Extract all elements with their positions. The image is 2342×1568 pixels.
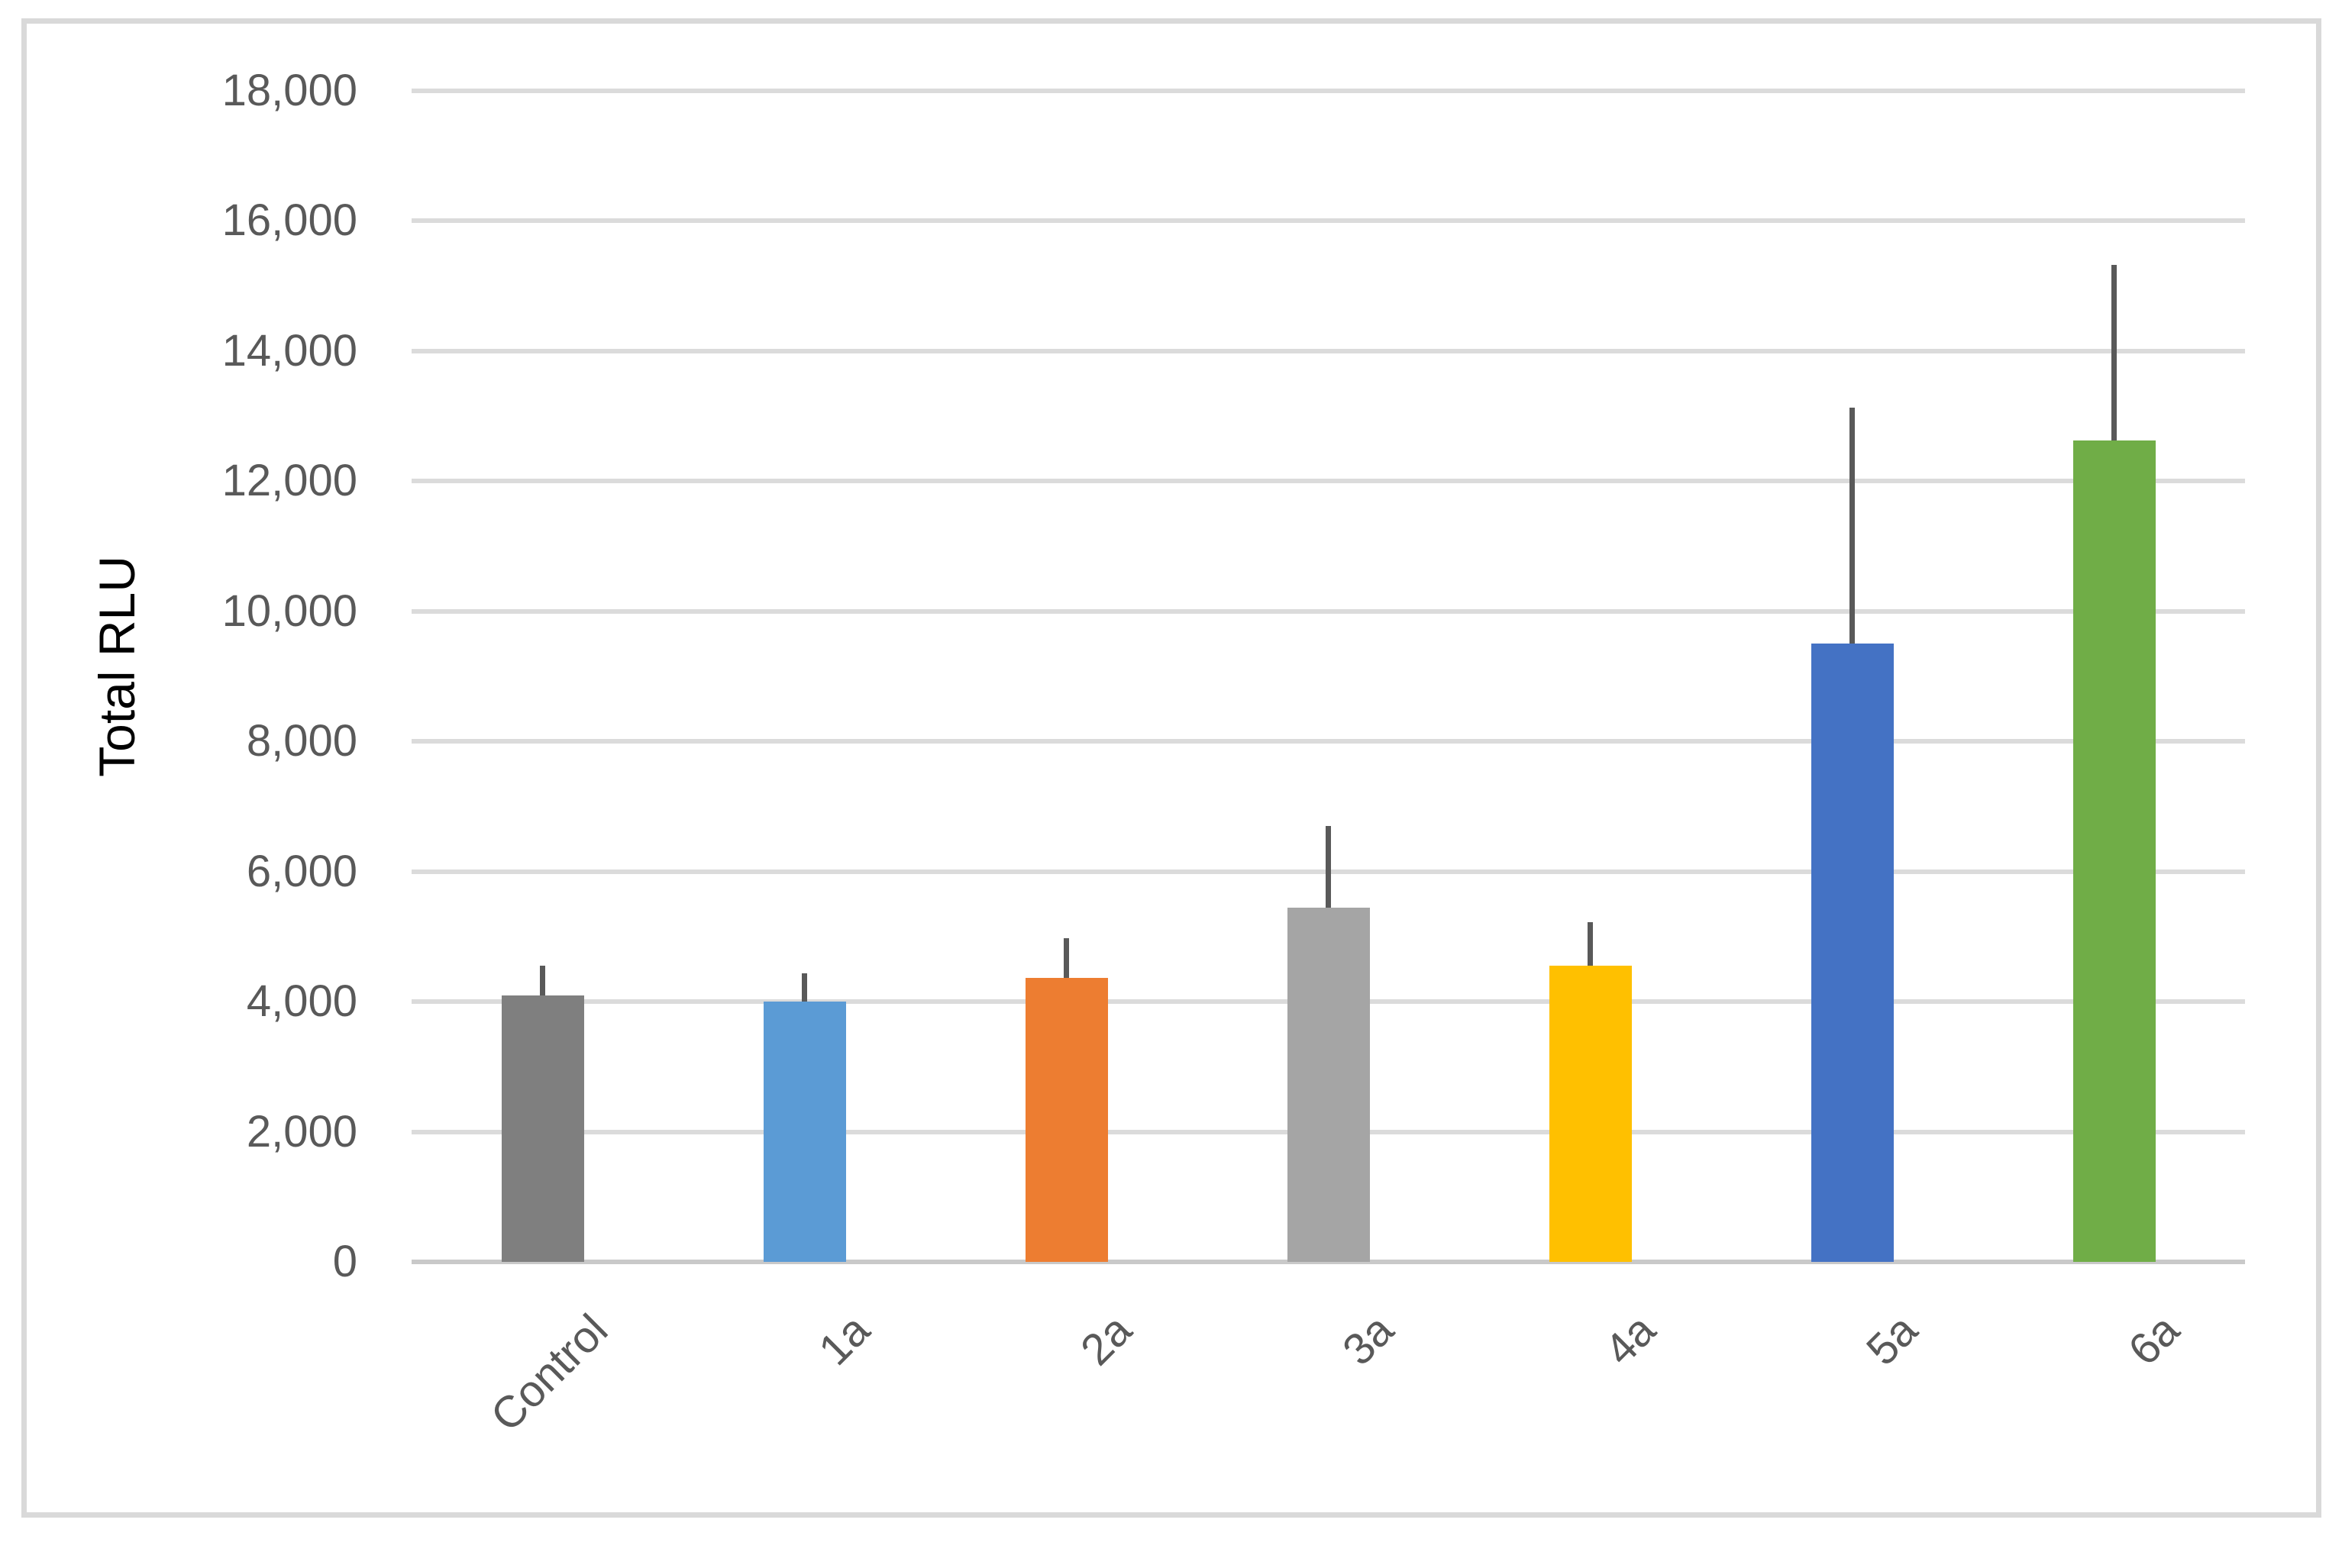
error-bar xyxy=(1849,408,1855,644)
y-tick-label: 12,000 xyxy=(221,456,357,506)
bar xyxy=(2072,440,2156,1262)
error-bar xyxy=(1326,826,1331,908)
bar xyxy=(1549,966,1632,1262)
bar xyxy=(1811,643,1894,1262)
gridline xyxy=(412,608,2245,614)
chart-frame xyxy=(21,18,2321,1518)
bar xyxy=(763,1002,846,1262)
bar xyxy=(1025,978,1108,1262)
y-tick-label: 6,000 xyxy=(246,846,357,896)
gridline xyxy=(412,218,2245,224)
y-tick-label: 0 xyxy=(332,1237,357,1286)
y-tick-label: 16,000 xyxy=(221,195,357,246)
bar xyxy=(1287,908,1370,1262)
y-tick-label: 18,000 xyxy=(221,66,357,115)
error-bar xyxy=(1588,922,1593,966)
gridline xyxy=(412,479,2245,484)
y-tick-label: 8,000 xyxy=(246,716,357,766)
y-tick-label: 4,000 xyxy=(246,976,357,1027)
error-bar xyxy=(802,973,807,1002)
gridline xyxy=(412,739,2245,744)
gridline xyxy=(412,89,2245,93)
x-axis-line xyxy=(412,1260,2245,1264)
bar xyxy=(501,995,584,1262)
error-bar xyxy=(540,966,545,995)
y-tick-label: 14,000 xyxy=(221,325,357,376)
y-tick-label: 2,000 xyxy=(246,1106,357,1157)
gridline xyxy=(412,348,2245,353)
error-bar xyxy=(2111,264,2117,440)
error-bar xyxy=(1064,938,1069,979)
y-tick-label: 10,000 xyxy=(221,586,357,636)
